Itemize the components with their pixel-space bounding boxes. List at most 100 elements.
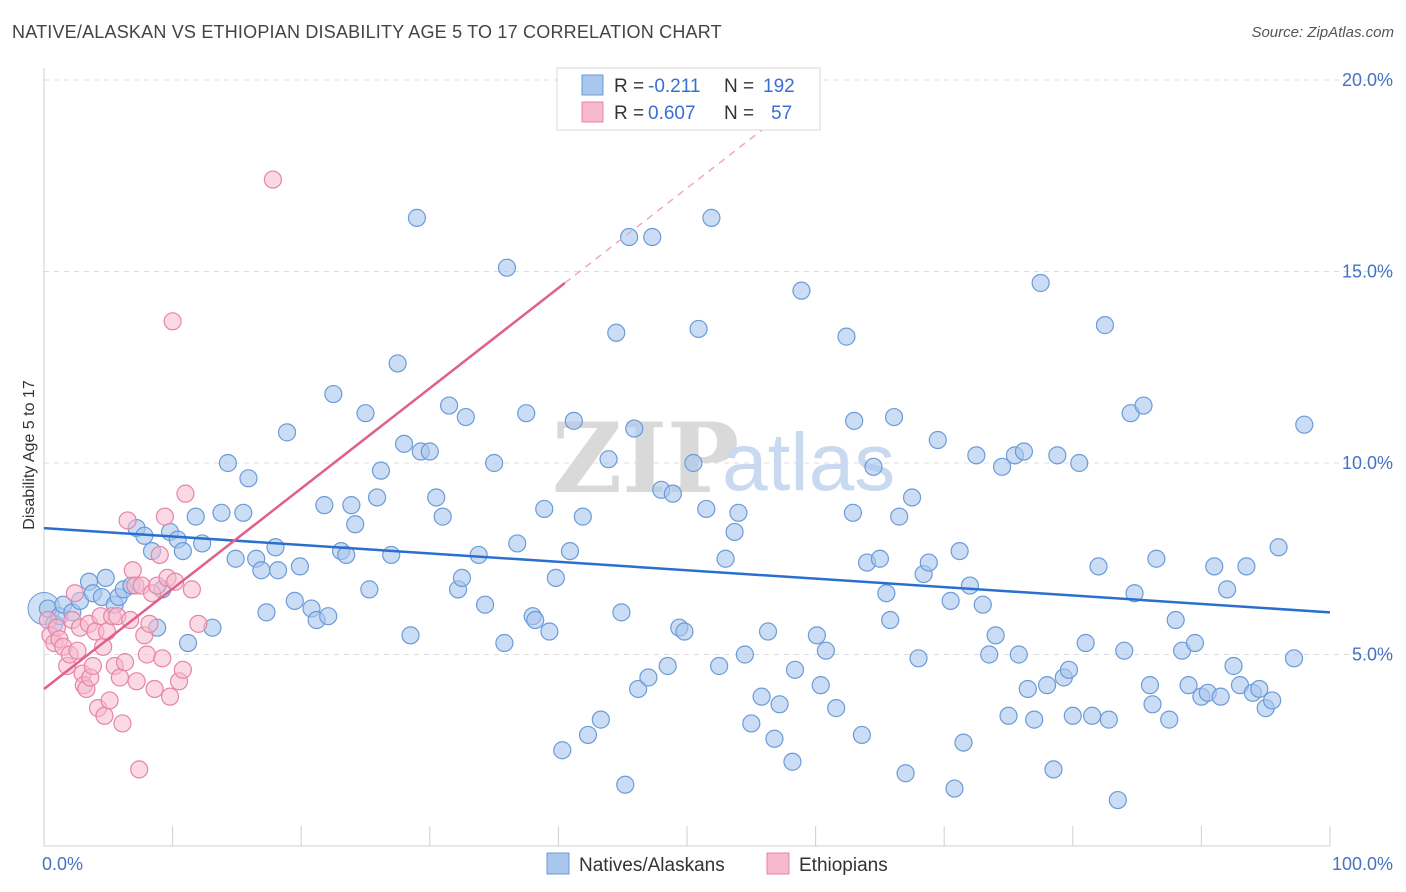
legend-r-value-ethiopians: 0.607 (648, 103, 696, 124)
point-natives (578, 725, 598, 745)
y-tick-label: 5.0% (1352, 645, 1393, 665)
point-natives (643, 227, 662, 247)
x-tick-label: 0.0% (42, 854, 83, 874)
point-ethiopians (97, 622, 117, 641)
point-natives (1218, 580, 1237, 599)
point-natives (1143, 695, 1162, 714)
point-natives (877, 584, 896, 603)
source-label: Source: ZipAtlas.com (1251, 24, 1394, 41)
point-natives (315, 496, 334, 515)
point-natives (1224, 656, 1243, 676)
trend-line-ethiopians-extension (564, 117, 778, 284)
point-natives (546, 568, 565, 588)
legend-swatch-ethiopians (581, 101, 604, 123)
point-natives (1108, 790, 1127, 810)
point-natives (1095, 316, 1115, 335)
point-ethiopians (118, 511, 137, 530)
point-natives (456, 407, 475, 427)
point-natives (433, 507, 452, 526)
point-natives (827, 699, 846, 718)
trend-line-ethiopians (43, 282, 566, 690)
data-points (27, 170, 1314, 810)
point-natives (902, 488, 922, 507)
point-natives (485, 453, 504, 473)
point-natives (973, 595, 992, 614)
point-natives (1115, 641, 1134, 660)
point-natives (881, 610, 900, 630)
y-tick-label: 15.0% (1342, 262, 1393, 282)
point-natives (607, 323, 626, 342)
point-natives (239, 469, 258, 488)
point-natives (843, 503, 862, 522)
point-natives (285, 591, 304, 610)
bottom-legend-ethiopians: Ethiopians (799, 855, 888, 876)
point-natives (1037, 676, 1057, 695)
point-natives (941, 591, 960, 610)
point-natives (252, 561, 271, 580)
point-natives (1014, 442, 1034, 461)
point-natives (986, 626, 1005, 645)
point-ethiopians (127, 672, 146, 691)
point-ethiopians (110, 668, 129, 687)
point-natives (752, 687, 771, 706)
grid-lines (44, 79, 1392, 655)
point-natives (1263, 691, 1282, 710)
legend-r-value-natives: -0.211 (648, 76, 700, 97)
point-natives (845, 411, 864, 430)
point-ethiopians (140, 614, 159, 633)
point-natives (783, 752, 802, 771)
chart-title: NATIVE/ALASKAN VS ETHIOPIAN DISABILITY A… (12, 22, 722, 42)
point-natives (173, 541, 192, 561)
axes (43, 68, 1331, 847)
point-ethiopians (153, 649, 172, 668)
point-natives (360, 580, 379, 599)
y-tick-label: 10.0% (1342, 453, 1393, 473)
point-natives (729, 503, 748, 522)
point-natives (1044, 760, 1063, 779)
point-natives (319, 607, 338, 626)
point-natives (1179, 676, 1198, 695)
point-ethiopians (263, 170, 283, 189)
point-natives (257, 603, 276, 622)
point-natives (1082, 706, 1102, 725)
point-natives (324, 384, 343, 404)
point-natives (439, 396, 459, 415)
point-natives (884, 407, 904, 427)
point-ethiopians (130, 760, 149, 779)
point-natives (1009, 645, 1028, 664)
point-natives (497, 258, 517, 277)
point-natives (852, 725, 871, 745)
point-natives (1059, 660, 1079, 679)
point-ethiopians (137, 645, 156, 664)
point-natives (792, 281, 811, 300)
point-natives (864, 457, 883, 476)
point-natives (1160, 710, 1179, 729)
point-natives (945, 779, 964, 798)
point-natives (1025, 710, 1044, 729)
point-natives (742, 714, 761, 733)
point-ethiopians (123, 561, 142, 580)
point-natives (725, 522, 744, 542)
point-natives (1185, 633, 1205, 653)
point-natives (540, 622, 559, 641)
legend-n-value-ethiopians: 57 (771, 103, 792, 124)
point-natives (1018, 679, 1037, 699)
point-ethiopians (83, 656, 102, 676)
point-natives (1211, 687, 1230, 706)
point-natives (186, 507, 205, 526)
point-natives (553, 741, 572, 760)
point-natives (420, 442, 439, 461)
point-natives (342, 496, 361, 515)
legend-r-label-ethiopians: R = (614, 103, 644, 124)
point-natives (96, 568, 115, 588)
point-natives (620, 227, 639, 247)
point-natives (950, 541, 969, 561)
point-natives (616, 775, 635, 794)
point-natives (290, 557, 310, 576)
bottom-legend-swatch-natives (546, 852, 570, 875)
point-natives (388, 354, 407, 373)
point-ethiopians (163, 312, 182, 331)
point-natives (702, 208, 721, 227)
point-natives (1140, 676, 1160, 695)
